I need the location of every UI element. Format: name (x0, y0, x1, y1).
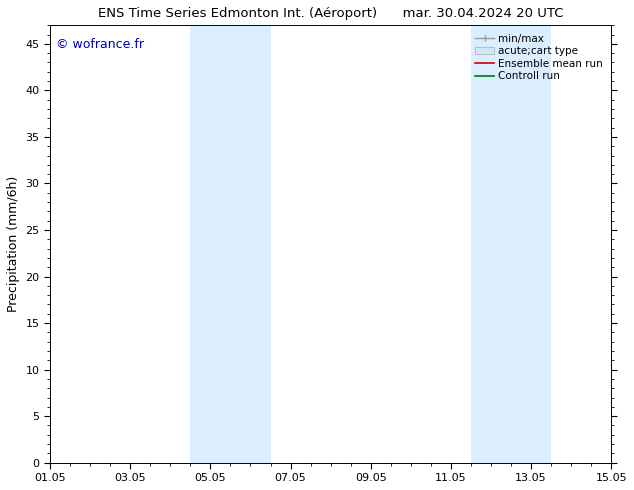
Bar (190, 25, 271, 463)
Y-axis label: Precipitation (mm/6h): Precipitation (mm/6h) (7, 176, 20, 312)
Legend: min/max, acute;cart type, Ensemble mean run, Controll run: min/max, acute;cart type, Ensemble mean … (472, 30, 606, 85)
Text: © wofrance.fr: © wofrance.fr (56, 38, 144, 51)
Title: ENS Time Series Edmonton Int. (Aéroport)      mar. 30.04.2024 20 UTC: ENS Time Series Edmonton Int. (Aéroport)… (98, 7, 564, 20)
Bar (471, 25, 551, 463)
